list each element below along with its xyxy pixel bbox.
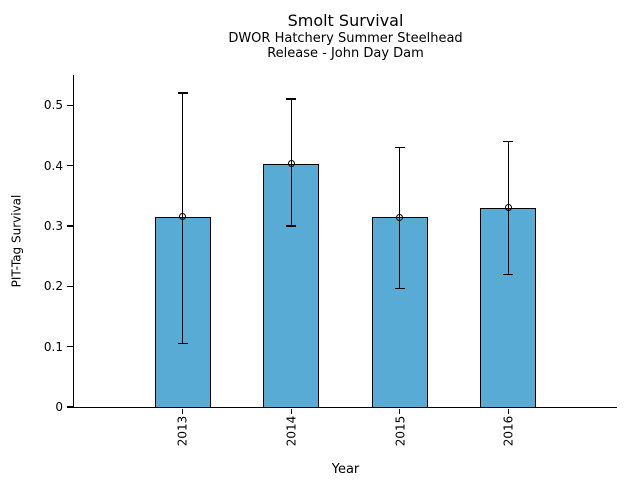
y-tick-label: 0.5 [43, 98, 63, 113]
marker-circle [179, 213, 187, 221]
error-cap-top [177, 92, 188, 94]
y-tick-label: 0.1 [43, 339, 63, 354]
x-tick-label: 2015 [392, 415, 407, 447]
y-axis-label: PIT-Tag Survival [9, 194, 23, 288]
y-tick [66, 225, 73, 227]
marker-circle [504, 204, 512, 212]
chart-titles: Smolt Survival DWOR Hatchery Summer Stee… [74, 10, 617, 61]
x-tick-label: 2016 [501, 415, 516, 447]
error-cap-bottom [394, 288, 405, 290]
plot-area: 0 0.1 0.2 0.3 0.4 0.5 2013 2014 2015 2016 [44, 75, 617, 446]
marker-circle [396, 213, 404, 221]
x-tick-label: 2013 [175, 415, 190, 447]
x-axis-label: Year [331, 462, 360, 477]
x-tick [290, 408, 292, 414]
x-tick [507, 408, 510, 414]
y-tick-label: 0.3 [43, 218, 63, 233]
axis-spine-bottom [72, 407, 617, 409]
error-cap-bottom [503, 273, 514, 275]
x-tick-label: 2014 [284, 415, 299, 447]
x-tick [181, 408, 184, 414]
error-cap-top [394, 146, 405, 149]
y-tick [66, 345, 73, 348]
y-tick-label: 0 [55, 400, 63, 414]
axis-spine-left [72, 75, 74, 409]
chart-subtitle-line2: Release - John Day Dam [267, 46, 424, 61]
error-cap-top [286, 98, 297, 100]
error-cap-top [503, 140, 514, 143]
y-tick-label: 0.4 [43, 158, 63, 173]
x-tick [399, 408, 401, 414]
error-cap-bottom [286, 225, 297, 227]
y-tick [66, 104, 73, 106]
chart-subtitle-line1: DWOR Hatchery Summer Steelhead [228, 31, 463, 46]
y-tick [66, 406, 73, 408]
marker-circle [287, 160, 295, 168]
error-cap-bottom [177, 342, 188, 345]
y-tick [66, 285, 73, 287]
y-tick-label: 0.2 [43, 279, 63, 294]
y-tick [66, 164, 73, 167]
chart-title: Smolt Survival [287, 11, 404, 30]
